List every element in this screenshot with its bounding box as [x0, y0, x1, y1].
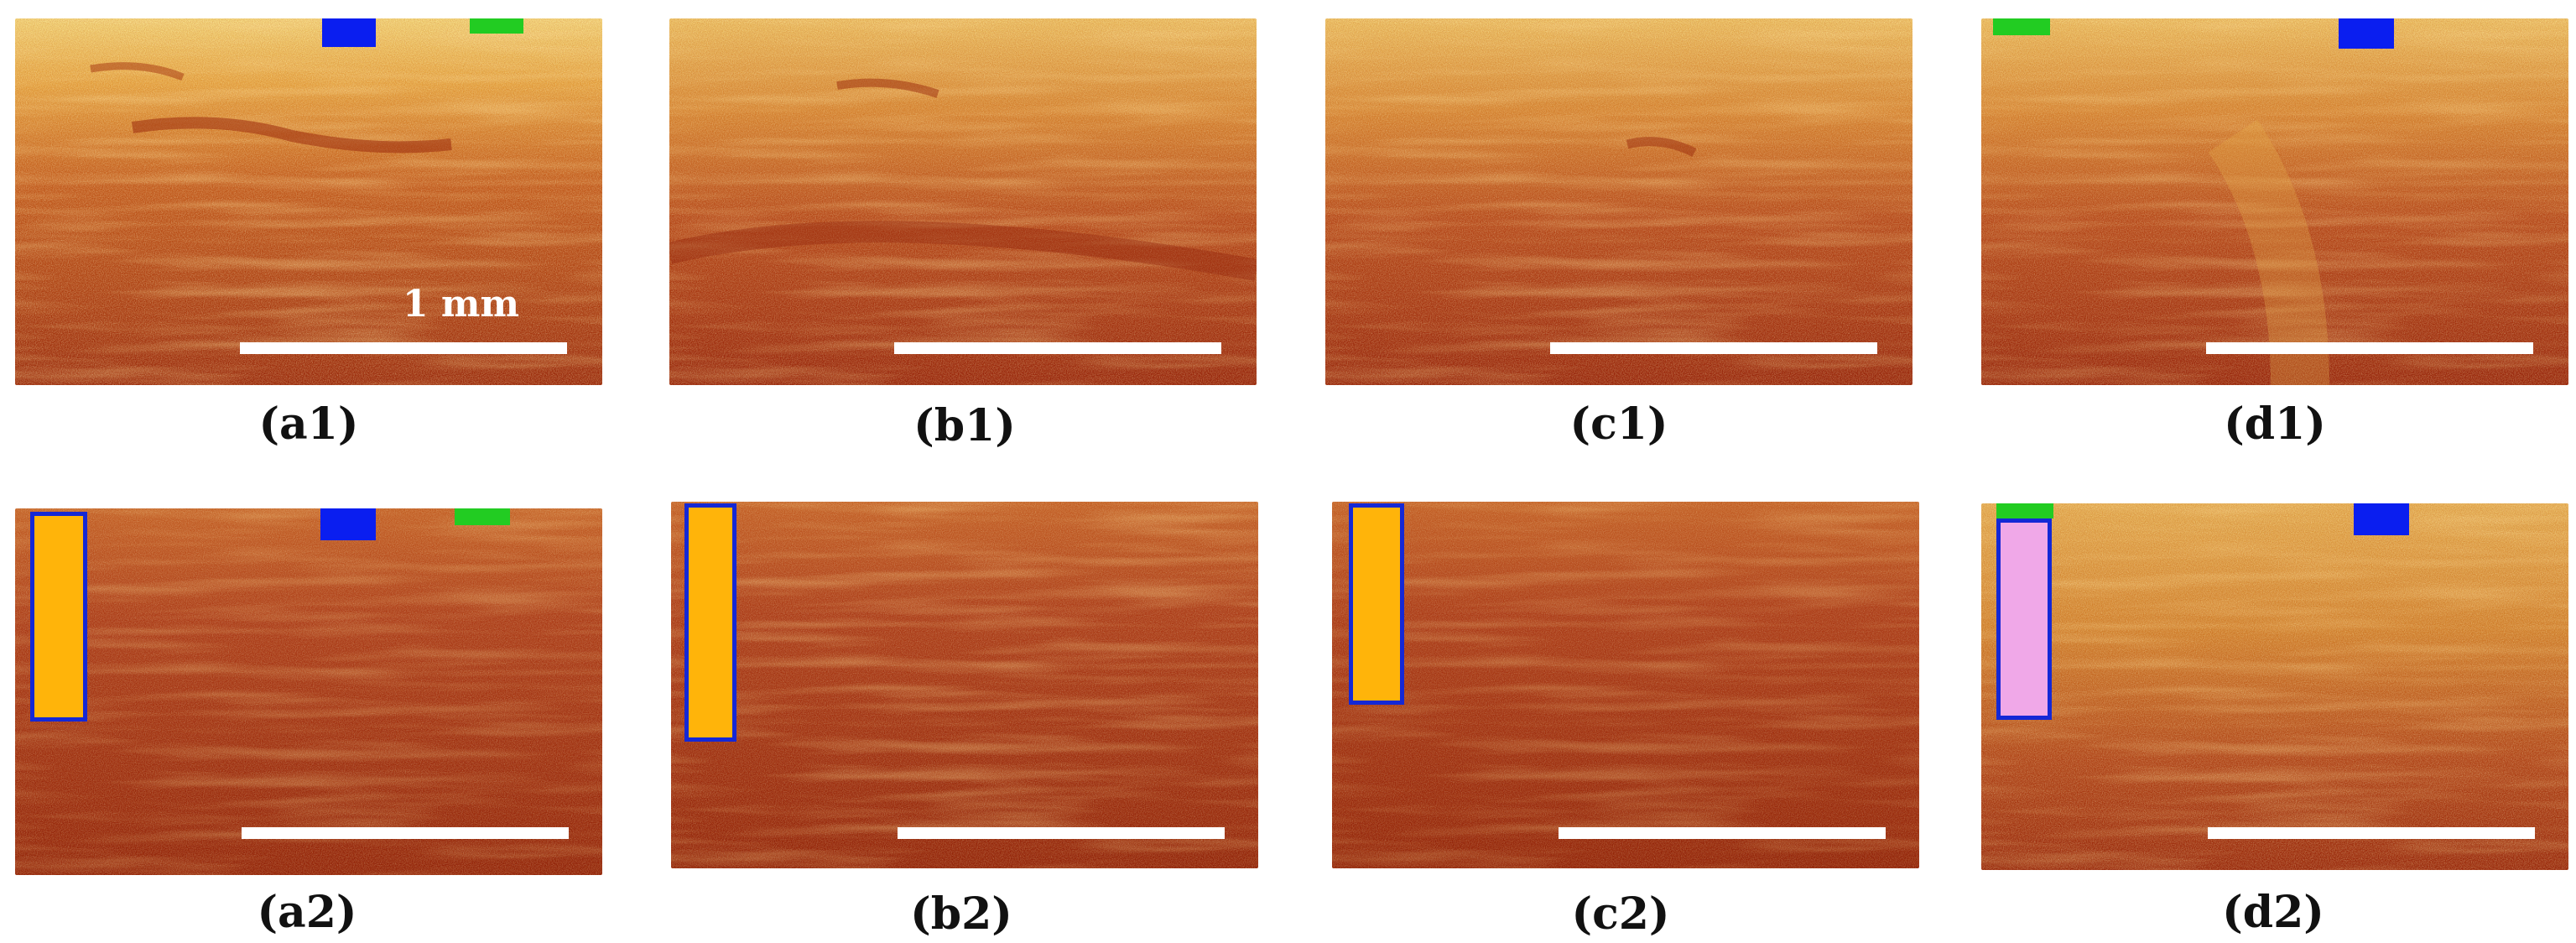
roi-box [684, 503, 736, 742]
scale-bar [1559, 827, 1886, 839]
marker-green [470, 18, 523, 34]
scale-bar-label: 1 mm [403, 283, 520, 326]
panel-label-d1: (d1) [2224, 399, 2326, 450]
oct-image-b1 [669, 18, 1257, 385]
panel-label-a1: (a1) [258, 399, 359, 450]
scale-bar [2208, 827, 2535, 839]
oct-image-d1 [1981, 18, 2568, 385]
marker-blue [322, 18, 376, 47]
roi-box [1996, 518, 2052, 720]
scale-bar [894, 342, 1221, 354]
marker-blue [2339, 18, 2394, 49]
scale-bar [240, 342, 567, 354]
scale-bar [2206, 342, 2533, 354]
panel-label-c1: (c1) [1569, 399, 1668, 450]
oct-image-c1 [1325, 18, 1912, 385]
oct-image-c2 [1332, 502, 1919, 868]
panel-label-b2: (b2) [910, 888, 1012, 940]
roi-box [30, 512, 87, 722]
marker-blue [320, 508, 376, 540]
oct-image-a1 [15, 18, 602, 385]
oct-image-a2 [15, 508, 602, 875]
panel-label-b1: (b1) [913, 400, 1016, 451]
scale-bar [898, 827, 1225, 839]
scale-bar [1550, 342, 1877, 354]
panel-label-d2: (d2) [2222, 887, 2324, 938]
marker-blue [2354, 503, 2409, 535]
marker-green [455, 508, 510, 525]
scale-bar [242, 827, 569, 839]
marker-green [1996, 503, 2053, 518]
panel-label-c2: (c2) [1571, 888, 1670, 940]
panel-label-a2: (a2) [257, 887, 357, 938]
oct-image-d2 [1981, 503, 2568, 870]
oct-image-b2 [671, 502, 1258, 868]
roi-box [1349, 503, 1404, 705]
marker-green [1993, 18, 2050, 35]
